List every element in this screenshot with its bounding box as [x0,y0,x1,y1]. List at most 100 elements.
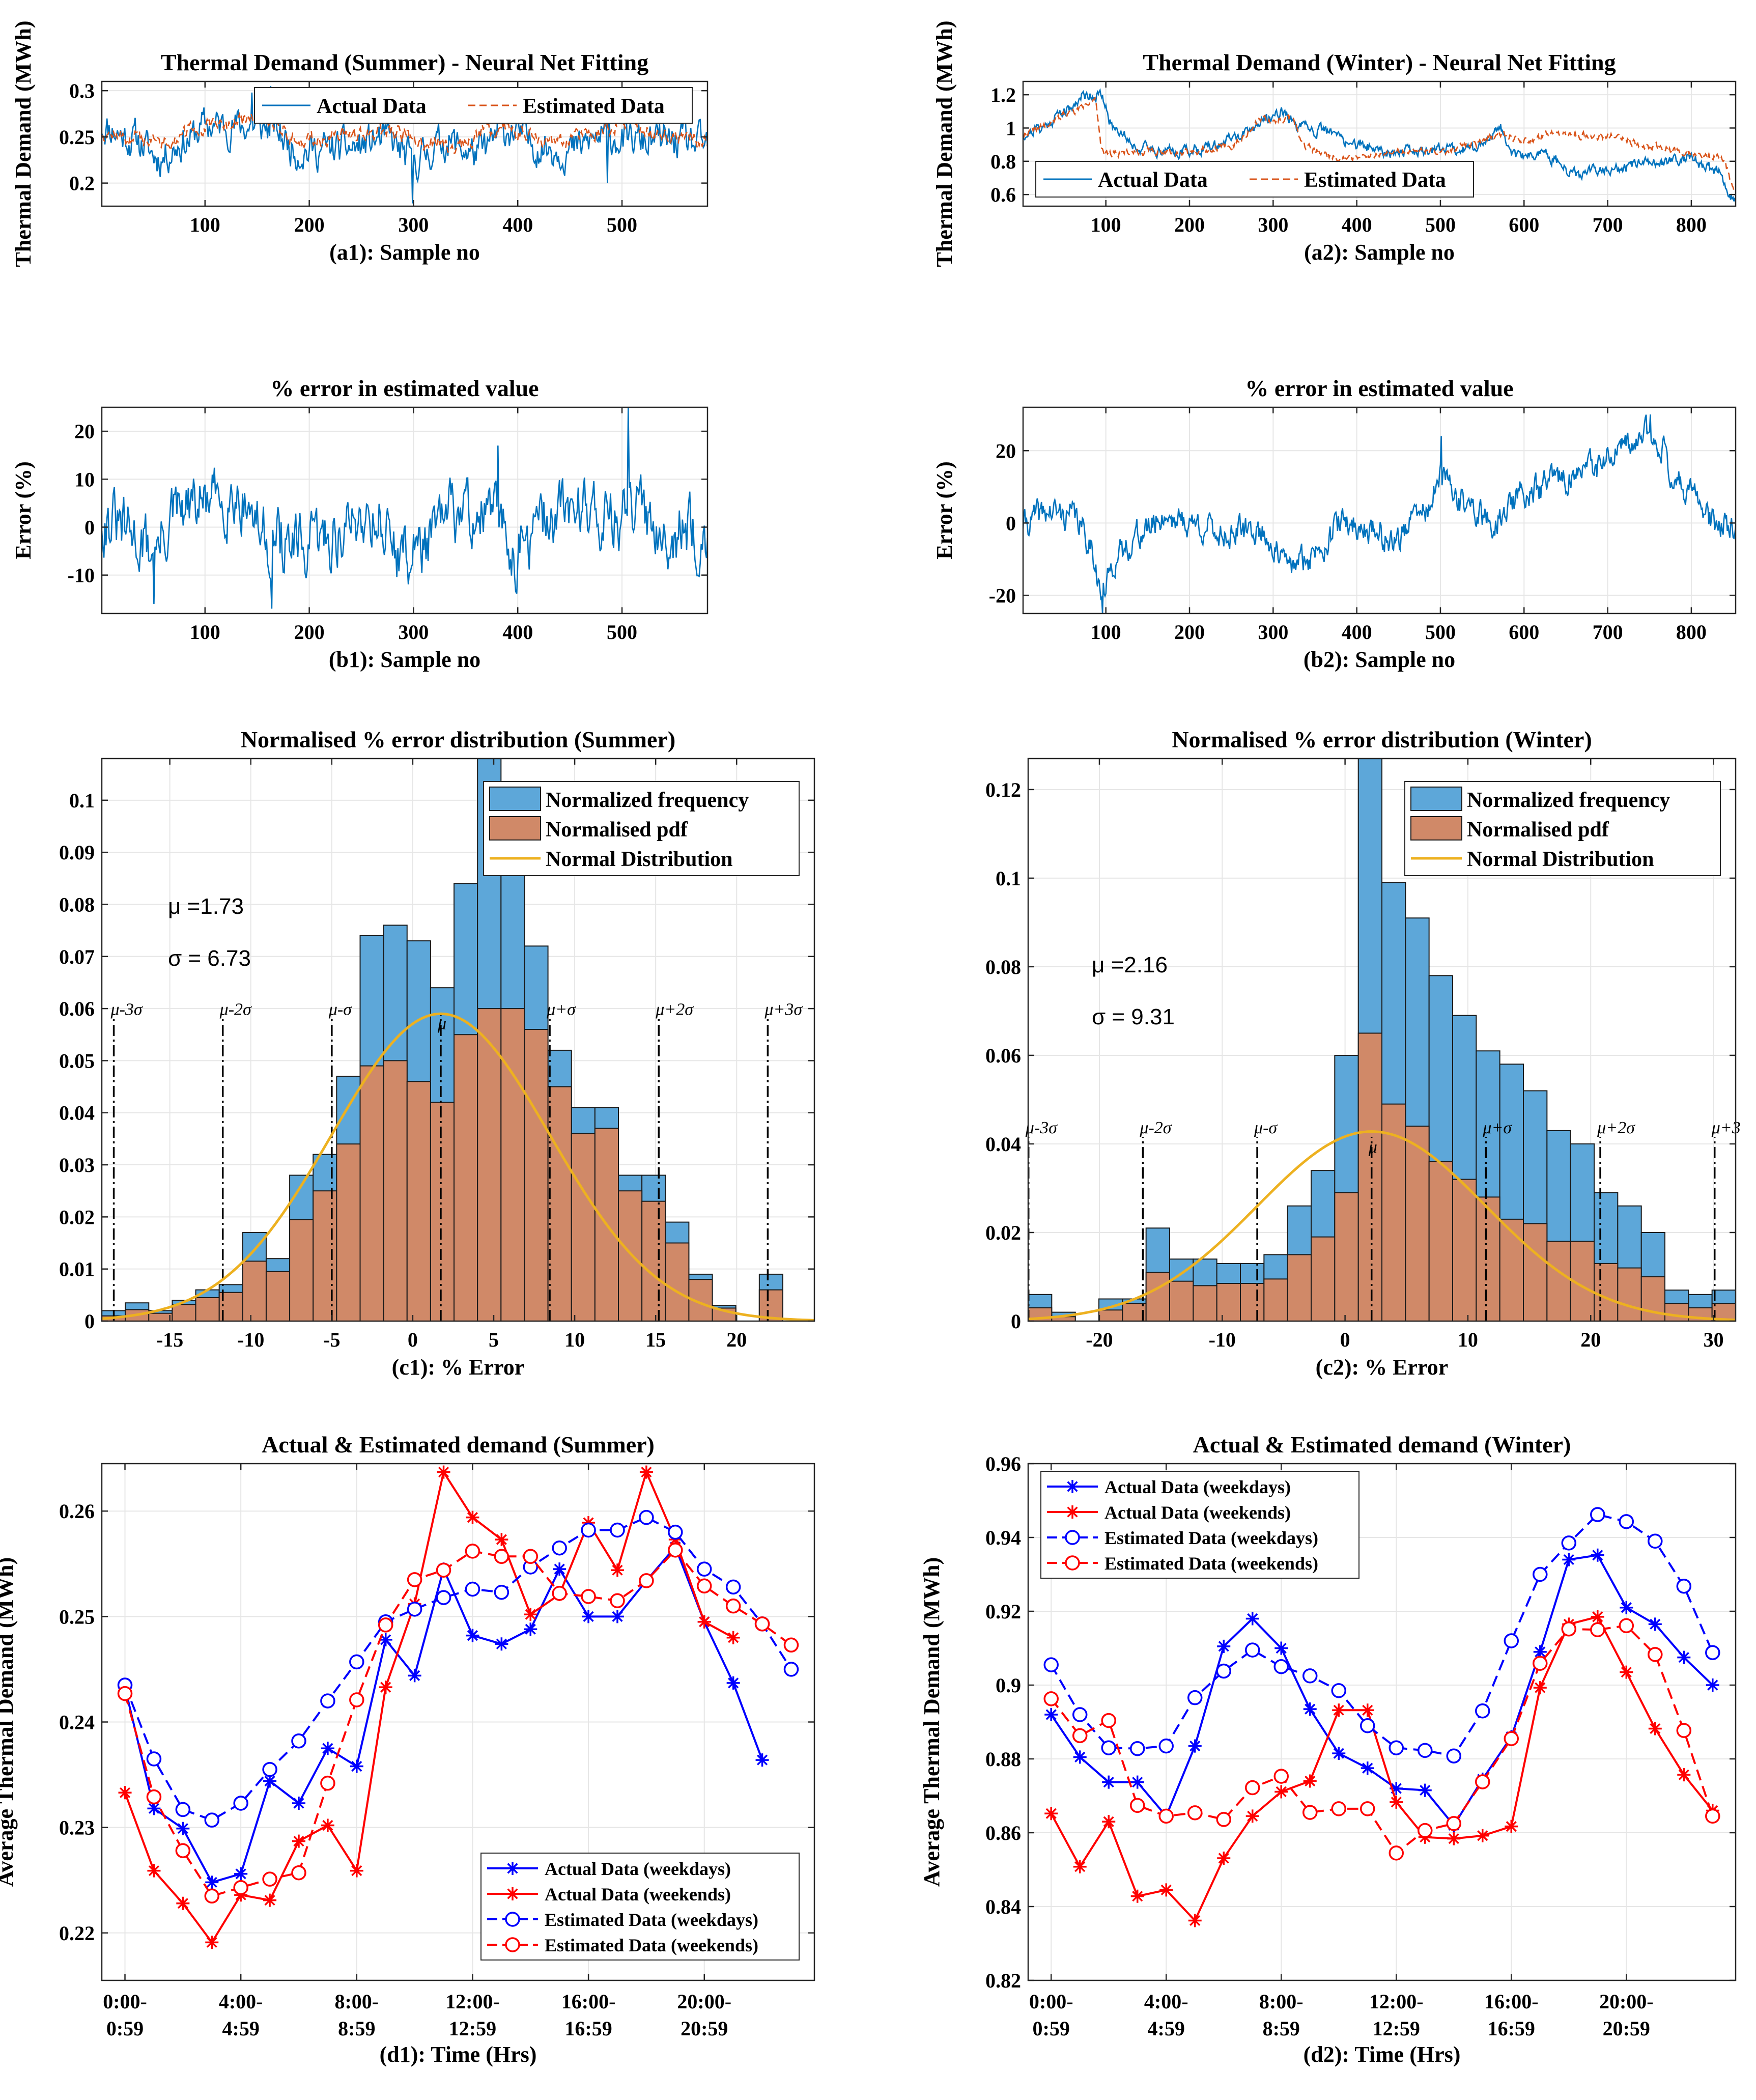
data-point [1676,1578,1692,1594]
plot-area [1023,407,1736,613]
data-point [233,1796,248,1811]
bar-normalised-pdf [500,1008,525,1321]
data-point [1245,1612,1259,1626]
data-point [1273,1659,1289,1674]
y-tick-label: 0.82 [985,1969,1021,1992]
sigma-label: μ+σ [546,1000,576,1019]
y-tick-label: 0.84 [985,1895,1021,1918]
series-group [102,86,707,204]
data-point [1331,1801,1346,1816]
data-point [639,1509,654,1525]
y-tick-label: -10 [68,564,95,587]
subplot-d1: Actual Data (weekdays) Actual Data (weeke… [0,1432,815,2067]
y-tick-label: 0.1 [996,867,1021,890]
data-point [523,1549,539,1564]
chart-title: Normalised % error distribution (Winter) [1172,726,1592,752]
x-tick-label: 16:59 [1488,2017,1535,2040]
y-tick-label: 0.86 [985,1822,1021,1844]
x-tick-label: 500 [1425,213,1456,236]
data-point [505,1912,520,1927]
data-point [1065,1530,1080,1545]
x-tick-label: 20 [1580,1328,1601,1351]
bar-normalised-pdf [547,1086,572,1321]
bar-normalised-pdf [172,1304,196,1321]
y-tick-label: 0.2 [69,172,95,195]
data-point [1187,1805,1203,1821]
data-point [1706,1678,1719,1692]
legend-label: Normalized frequency [546,789,749,812]
bar-normalised-pdf [1594,1263,1619,1321]
x-tick-label: 300 [398,621,429,643]
series-group [102,407,707,609]
x-axis-label: (a1): Sample no [329,240,480,265]
data-point [1389,1740,1404,1755]
data-point [1130,1775,1144,1789]
data-point [1475,1703,1490,1719]
data-point [524,1622,537,1636]
data-point [436,1590,451,1605]
data-point [1447,1832,1461,1845]
y-tick-label: 0.25 [59,1605,95,1628]
data-point [1072,1707,1088,1722]
grid [1023,407,1736,613]
data-point [1705,1808,1720,1824]
x-tick-label: 200 [1174,621,1205,643]
bar-normalised-pdf [665,1242,690,1321]
data-point [1648,1533,1663,1549]
data-point [1245,1809,1259,1823]
chart-title: Thermal Demand (Summer) - Neural Net Fit… [161,49,648,75]
data-point [1274,1641,1288,1655]
data-point [611,1610,625,1623]
legend-label: Normal Distribution [546,848,733,871]
legend-label: Normalised pdf [546,818,688,842]
x-tick-label: 16:00- [561,1990,616,2013]
data-point [205,1936,219,1949]
data-point [1073,1860,1087,1873]
bar-normalised-pdf [1098,1309,1123,1321]
data-point [1331,1683,1346,1698]
x-tick-label: 0 [408,1328,418,1351]
chart-title: Actual & Estimated demand (Summer) [262,1432,655,1458]
histogram [1028,759,1736,1321]
data-point [1244,1780,1260,1796]
bar-normalised-pdf [406,1081,431,1321]
legend-box [1040,1471,1360,1579]
data-point [1533,1566,1548,1582]
subplot-a2: Actual Data Estimated Data 100 200 300 400 500… [932,21,1737,267]
data-point [436,1562,451,1578]
x-tick-label: 400 [502,213,533,236]
data-point [378,1617,393,1633]
data-point [1648,1617,1662,1631]
data-point [639,1573,654,1588]
data-point [1302,1668,1318,1684]
data-point [292,1797,305,1810]
data-point [506,1862,519,1875]
data-point [1418,1823,1433,1838]
data-point [553,1562,567,1576]
data-point [205,1875,219,1889]
legend-label: Actual Data (weekdays) [1104,1477,1291,1497]
x-tick-label: 400 [1342,213,1372,236]
stats: μ =2.16 σ = 9.31 [1092,953,1175,1029]
data-point [610,1593,625,1609]
y-tick-label: 0.25 [59,126,95,149]
bar-normalised-pdf [1216,1283,1241,1321]
data-point [1591,1548,1604,1562]
data-point [1188,1914,1202,1927]
data-point [175,1843,191,1858]
data-point [1504,1731,1519,1746]
data-point [1361,1761,1374,1775]
data-point [263,1893,277,1907]
data-point [1073,1750,1087,1764]
bar-normalised-pdf [618,1190,643,1321]
data-point [668,1524,683,1540]
chart-title: % error in estimated value [1245,375,1513,401]
sigma-label: μ-σ [328,1000,352,1019]
x-tick-label: 800 [1676,213,1707,236]
y-tick-label: 0.23 [59,1816,95,1839]
bar-normalised-pdf [195,1297,220,1321]
bar-normalized-frequency [853,1311,876,1321]
data-point [1677,1650,1691,1664]
data-point [233,1880,248,1895]
data-point [1244,1642,1260,1658]
